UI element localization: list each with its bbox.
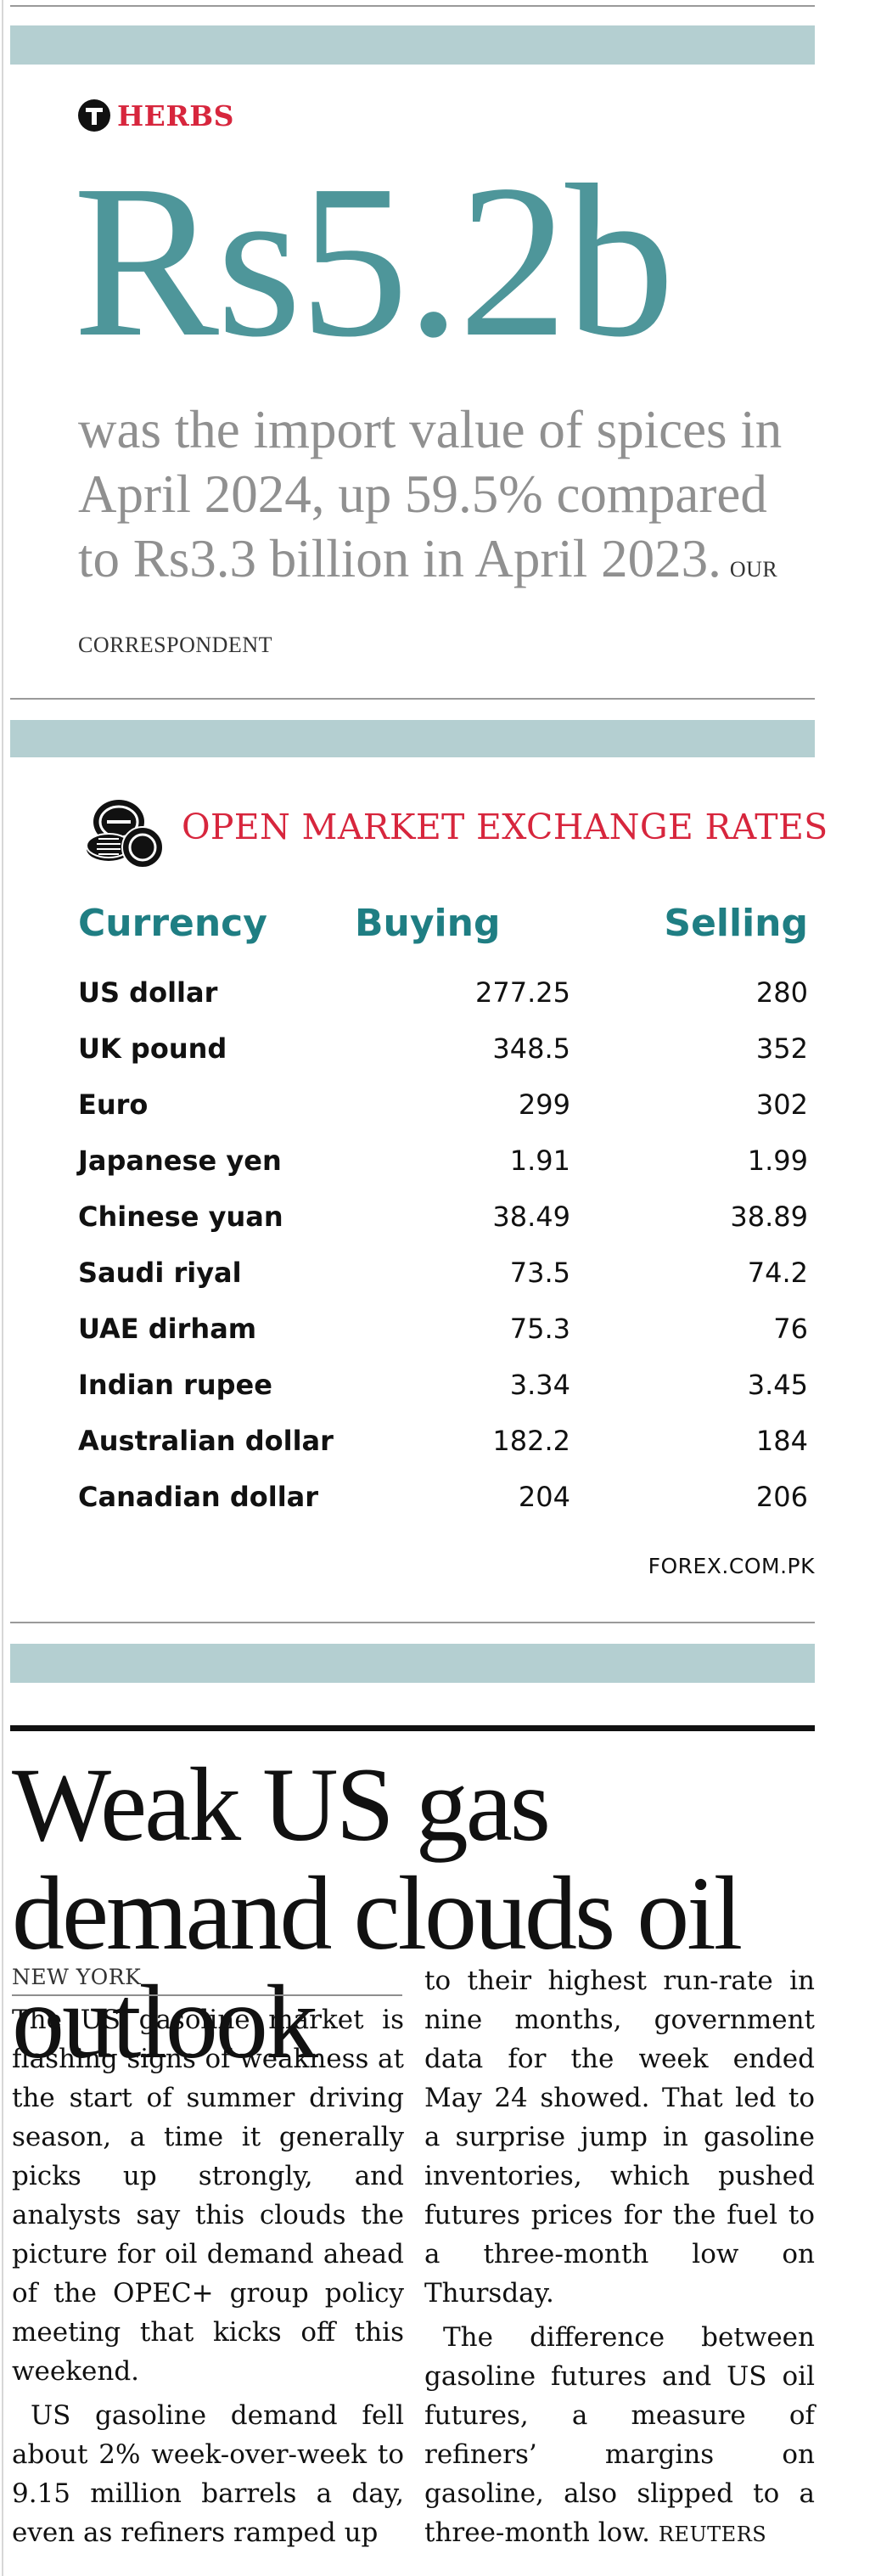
- buying-rate: 75.3: [509, 1313, 570, 1345]
- article-column-right: to their highest run-rate in nine months…: [424, 1961, 815, 2554]
- currency-name: Euro: [78, 1088, 149, 1121]
- table-row: Chinese yuan 38.49 38.89: [78, 1201, 808, 1243]
- table-row: Canadian dollar 204 206: [78, 1481, 808, 1523]
- section-band-herbs: [10, 25, 815, 65]
- table-row: UK pound 348.5 352: [78, 1032, 808, 1075]
- column-header-currency: Currency: [78, 902, 267, 945]
- exchange-source: FOREX.COM.PK: [648, 1554, 815, 1578]
- selling-rate: 74.2: [747, 1257, 808, 1289]
- selling-rate: 1.99: [747, 1145, 808, 1177]
- article-column-left: The US gasoline market is flashing signs…: [12, 2000, 404, 2552]
- buying-rate: 3.34: [509, 1369, 570, 1401]
- stat-credit: OUR CORRESPONDENT: [78, 557, 778, 657]
- table-row: Saudi riyal 73.5 74.2: [78, 1257, 808, 1299]
- paragraph-text: The difference between gasoline futures …: [424, 2322, 815, 2548]
- stat-description-text: was the import value of spices in April …: [78, 400, 783, 588]
- paragraph: US gasoline demand fell about 2% week-ov…: [12, 2400, 404, 2548]
- buying-rate: 73.5: [509, 1257, 570, 1289]
- currency-name: US dollar: [78, 976, 218, 1009]
- currency-name: Canadian dollar: [78, 1481, 319, 1513]
- table-row: US dollar 277.25 280: [78, 976, 808, 1019]
- section-band-exchange: [10, 720, 815, 757]
- page-border: [2, 0, 3, 2576]
- table-row: UAE dirham 75.3 76: [78, 1313, 808, 1355]
- selling-rate: 76: [773, 1313, 808, 1345]
- column-header-buying: Buying: [355, 902, 501, 945]
- buying-rate: 348.5: [492, 1032, 570, 1065]
- article-dateline: NEW YORK: [12, 1961, 402, 1996]
- currency-name: Chinese yuan: [78, 1201, 283, 1233]
- paragraph: The difference between gasoline futures …: [424, 2318, 815, 2554]
- article-headline: Weak US gas demand clouds oil outlook: [12, 1746, 743, 2080]
- column-header-selling: Selling: [664, 902, 808, 945]
- currency-name: Japanese yen: [78, 1145, 282, 1177]
- stat-figure: Rs5.2b: [73, 139, 675, 382]
- exchange-title: OPEN MARKET EXCHANGE RATES: [182, 807, 828, 847]
- currency-name: Indian rupee: [78, 1369, 272, 1401]
- section-rule: [10, 1622, 815, 1623]
- currency-name: UK pound: [78, 1032, 227, 1065]
- top-rule: [10, 5, 815, 7]
- paragraph: The US gasoline market is flashing signs…: [12, 2005, 404, 2387]
- table-row: Japanese yen 1.91 1.99: [78, 1145, 808, 1187]
- buying-rate: 1.91: [509, 1145, 570, 1177]
- buying-rate: 277.25: [475, 976, 570, 1009]
- selling-rate: 206: [755, 1481, 808, 1513]
- selling-rate: 352: [755, 1032, 808, 1065]
- paragraph: to their highest run-rate in nine months…: [424, 1966, 815, 2309]
- currency-name: UAE dirham: [78, 1313, 257, 1345]
- currency-name: Saudi riyal: [78, 1257, 242, 1289]
- buying-rate: 299: [518, 1088, 570, 1121]
- article-credit: REUTERS: [658, 2523, 767, 2546]
- section-band-article: [10, 1644, 815, 1683]
- table-row: Euro 299 302: [78, 1088, 808, 1131]
- selling-rate: 38.89: [730, 1201, 808, 1233]
- stat-description: was the import value of spices in April …: [78, 397, 808, 678]
- brand-name: HERBS: [117, 98, 234, 132]
- table-row: Indian rupee 3.34 3.45: [78, 1369, 808, 1411]
- selling-rate: 3.45: [747, 1369, 808, 1401]
- table-row: Australian dollar 182.2 184: [78, 1425, 808, 1467]
- buying-rate: 204: [518, 1481, 570, 1513]
- buying-rate: 182.2: [492, 1425, 570, 1457]
- coins-icon: [86, 800, 164, 869]
- headline-rule: [10, 1725, 815, 1731]
- t-logo-icon: [78, 99, 110, 132]
- brand-herbs: HERBS: [78, 98, 234, 132]
- section-rule: [10, 698, 815, 700]
- currency-name: Australian dollar: [78, 1425, 334, 1457]
- selling-rate: 184: [755, 1425, 808, 1457]
- buying-rate: 38.49: [492, 1201, 570, 1233]
- selling-rate: 302: [755, 1088, 808, 1121]
- selling-rate: 280: [755, 976, 808, 1009]
